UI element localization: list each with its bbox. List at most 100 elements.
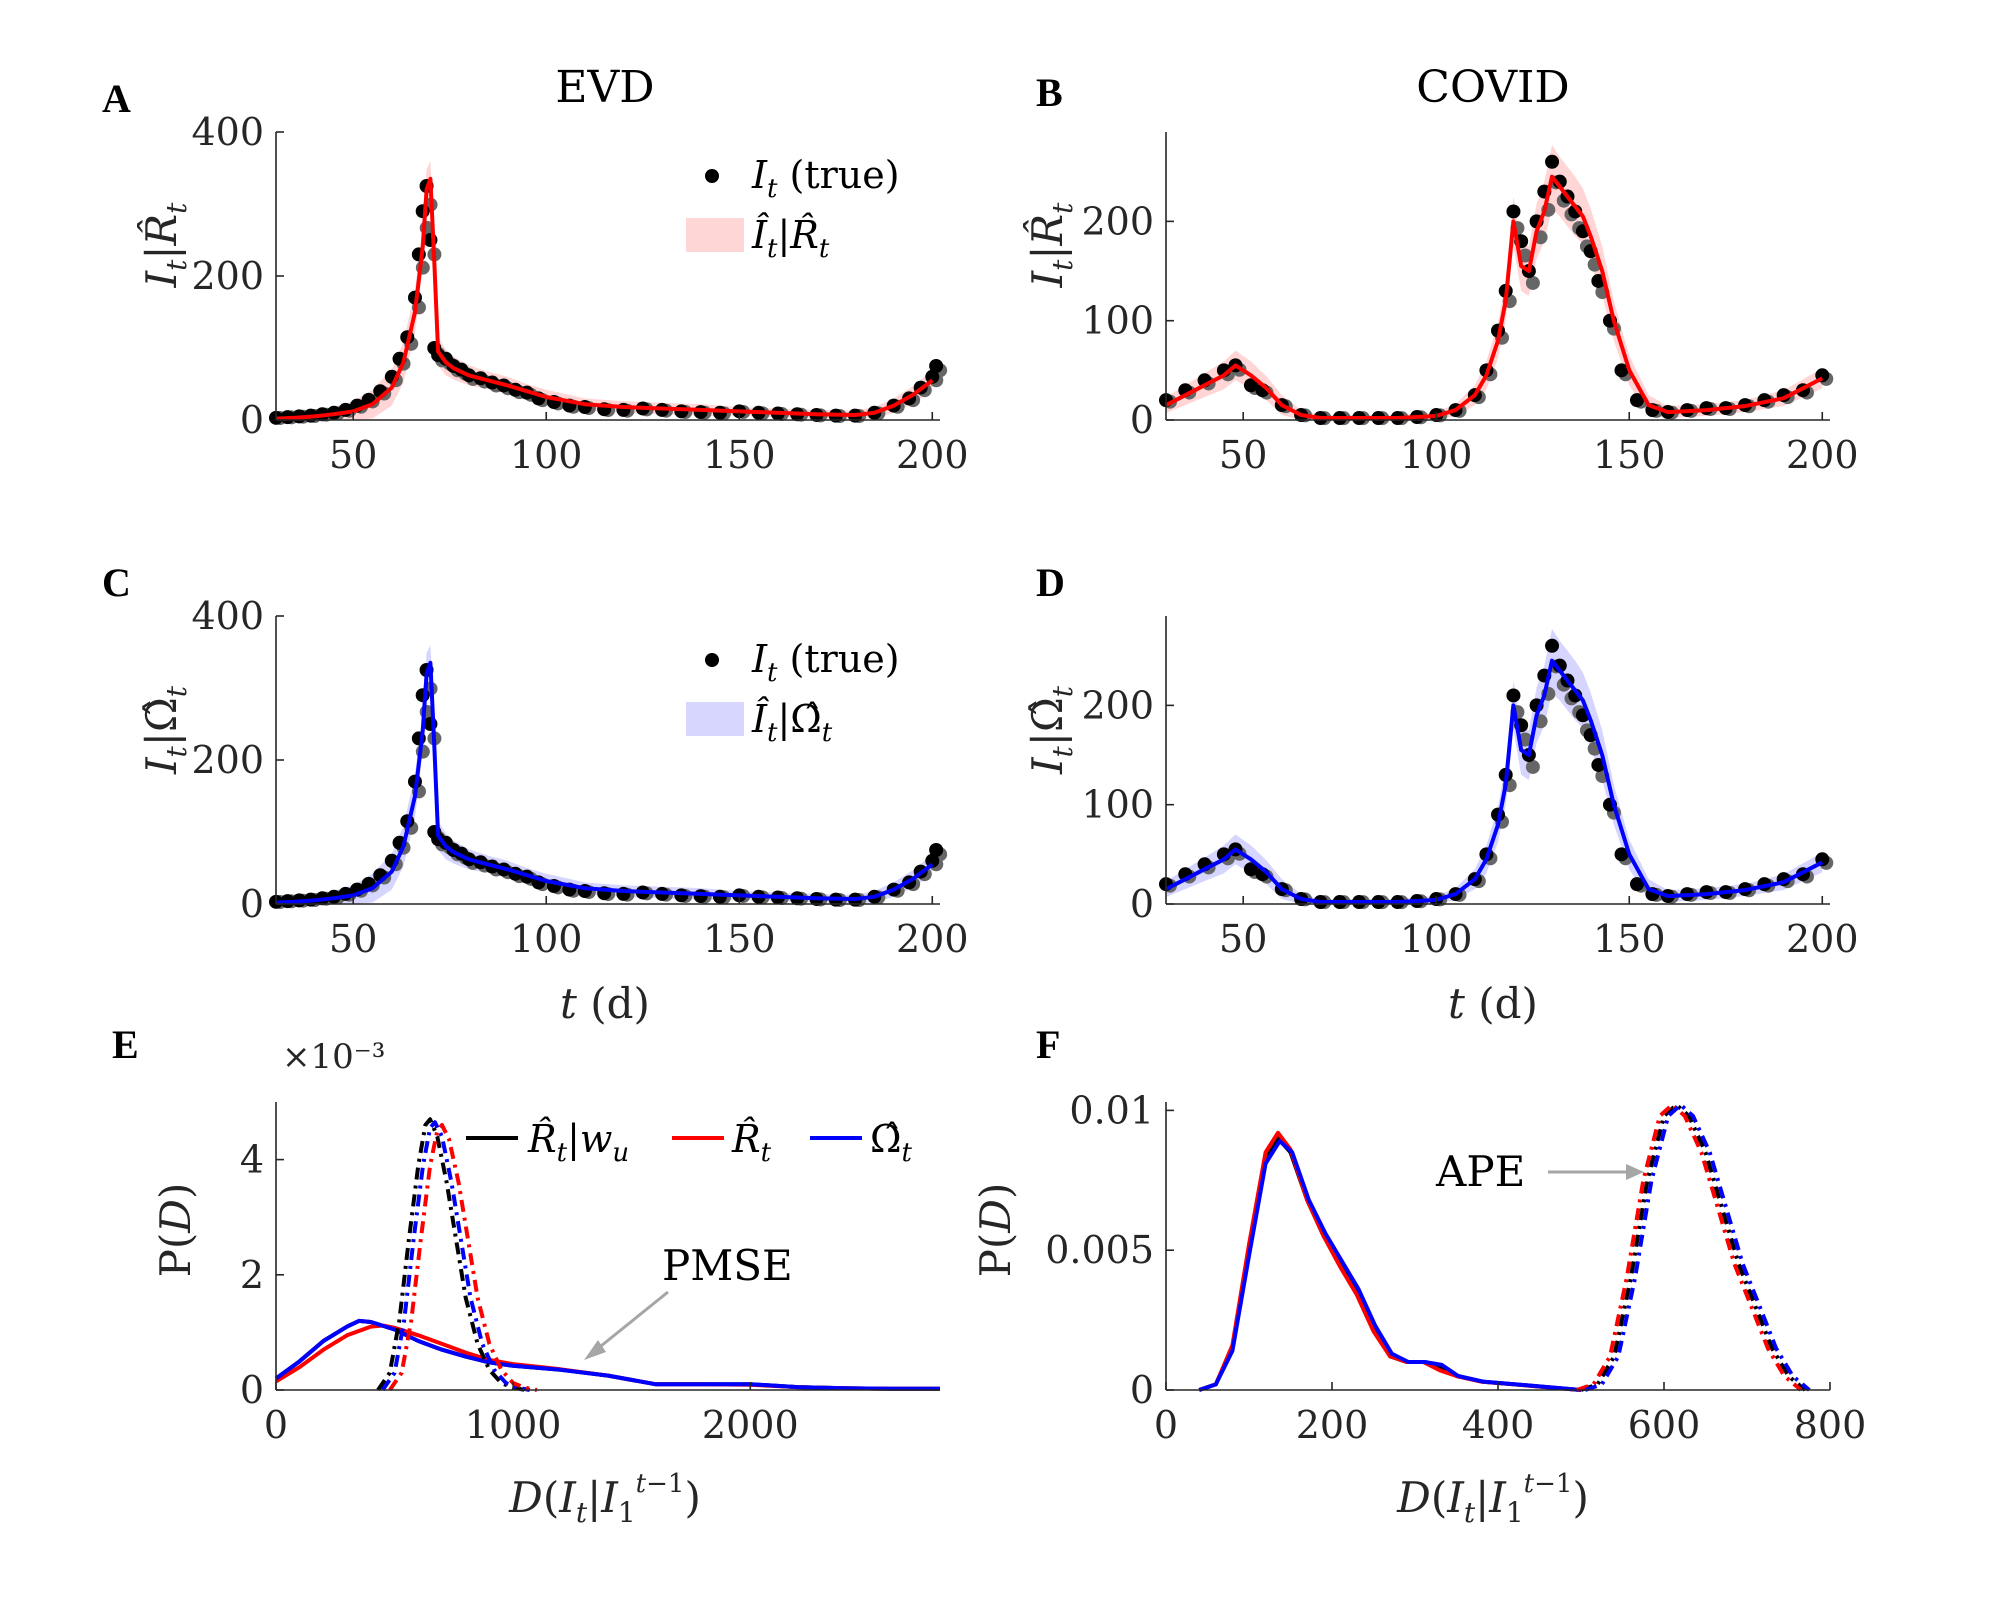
x-tick-label-e: 2000 [702,1403,799,1447]
point-true-b [1243,378,1258,393]
y-tick-label-f: 0.01 [1069,1088,1154,1132]
band-b [1166,144,1823,420]
annotation-ape-label: APE [1435,1147,1525,1196]
legend-a-true-label: It (true) [751,153,900,204]
series-line-f-2 [1198,1139,1582,1392]
point-true-a [925,369,940,384]
y-tick-label-c: 0 [240,882,264,926]
x-tick-label-f: 0 [1154,1403,1178,1447]
point-true-d [1506,688,1521,703]
x-tick-label-f: 600 [1628,1403,1701,1447]
plot-d: 50 100 150 200 0 100 200 [1081,616,1859,961]
plot-c: 50 100 150 200 0 200 400 [191,594,968,961]
x-tick-label-c: 200 [896,917,969,961]
series-line-c-1 [275,660,934,905]
point-grey-d [1525,759,1540,774]
x-tick-label-b: 50 [1219,433,1267,477]
band-a [276,160,933,421]
y-tick-label-c: 400 [191,594,264,638]
point-true-c [925,853,940,868]
series-line-d-1 [1165,658,1824,904]
x-tick-label-a: 100 [510,433,583,477]
point-true-b [1506,204,1521,219]
point-true-a [415,204,430,219]
point-true-c [415,688,430,703]
x-tick-label-c: 150 [703,917,776,961]
y-tick-label-f: 0.005 [1045,1228,1154,1272]
panel-letter-c: C [102,560,131,605]
series-line-e-3 [376,1117,526,1392]
series-line-e-2 [274,1318,940,1391]
x-tick-label-e: 1000 [465,1403,562,1447]
y-multiplier-e: ×10⁻³ [282,1037,385,1077]
point-true-d [1243,862,1258,877]
y-label-a: It|R̂t [135,202,193,289]
legend-e: R̂t|wu R̂t Ω̂t [466,1117,913,1168]
y-tick-label-a: 0 [240,398,264,442]
y-label-b: It|R̂t [1021,202,1079,289]
x-tick-label-c: 50 [329,917,377,961]
y-tick-label-c: 200 [191,738,264,782]
series-line-e-0 [274,1318,940,1391]
x-tick-label-d: 100 [1400,917,1473,961]
panel-letter-f: F [1036,1022,1060,1067]
series-line-f-5 [1584,1102,1811,1392]
legend-c-true-label: It (true) [751,637,900,688]
y-label-d: It|Ω̂t [1023,685,1079,775]
series-line-a-1 [275,176,934,421]
annotation-pmse-arrow [595,1290,669,1352]
legend-c-band-swatch [686,702,744,736]
annotation-pmse-label: PMSE [662,1241,793,1290]
panel-letter-d: D [1036,560,1065,605]
y-label-c: It|Ω̂t [137,685,193,775]
y-tick-label-f: 0 [1130,1368,1154,1412]
x-label-f: D(It|I1t−1) [1396,1469,1589,1529]
y-tick-label-d: 200 [1081,683,1154,727]
x-tick-label-f: 400 [1462,1403,1535,1447]
y-tick-label-b: 200 [1081,199,1154,243]
point-true-b [1614,363,1629,378]
series-line-e-5 [388,1123,538,1392]
series-line-e-1 [274,1323,940,1391]
legend-c: It (true) Ît|Ω̂t [686,637,900,748]
panel-letter-a: A [102,76,131,121]
band-c [276,644,933,904]
legend-e-rw-label: R̂t|wu [527,1117,629,1168]
point-grey-b [1525,275,1540,290]
annotation-ape: APE [1435,1147,1644,1196]
point-true-b [1545,154,1560,169]
y-tick-label-e: 0 [240,1368,264,1412]
annotation-pmse-arrowhead [584,1340,606,1360]
series-line-f-4 [1576,1102,1803,1392]
x-tick-label-f: 800 [1794,1403,1867,1447]
point-true-d [1614,847,1629,862]
x-tick-label-b: 150 [1593,433,1666,477]
plot-f: 0 200 400 600 800 0 0.005 0.01 [1045,1088,1866,1447]
x-tick-label-b: 100 [1400,433,1473,477]
point-true-d [1629,877,1644,892]
legend-c-band-label: Ît|Ω̂t [751,697,833,748]
y-tick-label-b: 100 [1081,299,1154,343]
legend-e-o-label: Ω̂t [870,1117,913,1168]
legend-a-band-swatch [686,218,744,252]
panel-letter-b: B [1036,70,1063,115]
band-d [1166,628,1823,904]
x-label-d: t (d) [1448,979,1538,1028]
plot-b: 50 100 150 200 0 100 200 [1081,132,1859,477]
legend-e-r-label: R̂t [731,1117,772,1168]
column-title-right: COVID [1416,62,1569,113]
annotation-pmse: PMSE [584,1241,793,1360]
annotation-ape-arrowhead [1626,1164,1644,1180]
point-true-a [929,359,944,373]
legend-a-true-marker [705,169,719,183]
y-tick-label-e: 4 [240,1138,264,1182]
plot-e: 0 1000 2000 0 2 4 [240,1102,940,1447]
point-true-d [1545,638,1560,653]
column-title-left: EVD [555,62,654,113]
panel-letter-e: E [112,1022,139,1067]
x-label-c: t (d) [560,979,650,1028]
y-tick-label-d: 100 [1081,783,1154,827]
x-tick-label-d: 200 [1786,917,1859,961]
x-tick-label-a: 50 [329,433,377,477]
